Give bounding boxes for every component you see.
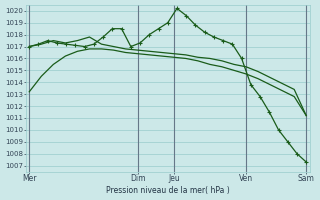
X-axis label: Pression niveau de la mer( hPa ): Pression niveau de la mer( hPa ): [106, 186, 230, 195]
